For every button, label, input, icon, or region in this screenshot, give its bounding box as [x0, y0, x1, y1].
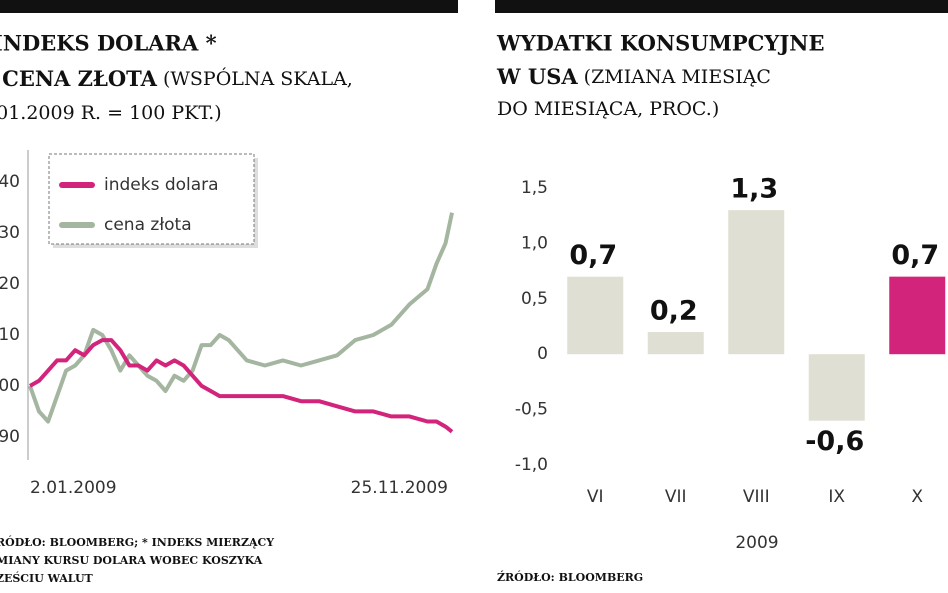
x-tick-label: 25.11.2009 [351, 478, 448, 498]
y-tick-label: 110 [0, 325, 20, 345]
x-tick-label: IX [828, 487, 845, 507]
note: ŹRÓDŁO: BLOOMBERG [497, 570, 643, 584]
y-tick-label: 140 [0, 172, 20, 192]
note: SZEŚCIU WALUT [0, 571, 94, 585]
value-label: 1,3 [730, 174, 778, 205]
y-tick-label: 90 [0, 427, 20, 447]
subtitle: 2.01.2009 R. = 100 PKT.) [0, 102, 222, 124]
title: WYDATKI KONSUMPCYJNE [496, 31, 824, 56]
header-bar [495, 0, 948, 13]
note: ŹRÓDŁO: BLOOMBERG; * INDEKS MIERZĄCY [0, 535, 274, 549]
bar [808, 354, 865, 421]
legend [48, 153, 255, 245]
legend-label: indeks dolara [104, 175, 219, 195]
title: I CENA ZŁOTA (WSPÓLNA SKALA, [0, 66, 353, 91]
legend-label: cena złota [104, 215, 192, 235]
series-line [29, 338, 454, 434]
title: I CENA ZŁOTA [0, 66, 158, 91]
x-tick-label: 2.01.2009 [30, 478, 117, 498]
x-tick-label: VII [665, 487, 687, 507]
y-tick-label: 0 [537, 344, 548, 364]
x-axis-label: 2009 [735, 533, 778, 553]
x-tick-label: VI [587, 487, 604, 507]
subtitle: DO MIESIĄCA, PROC.) [497, 98, 719, 120]
y-tick-label: 120 [0, 274, 20, 294]
y-tick-label: 1,0 [521, 233, 548, 253]
y-tick-label: 0,5 [521, 289, 548, 309]
subtitle: (ZMIANA MIESIĄC [584, 66, 771, 88]
title: W USA (ZMIANA MIESIĄC [496, 64, 771, 89]
bar [728, 210, 785, 355]
y-tick-label: 100 [0, 376, 20, 396]
y-tick-label: 130 [0, 223, 20, 243]
value-label: -0,6 [805, 426, 864, 457]
bar [889, 276, 946, 355]
x-tick-label: VIII [743, 487, 770, 507]
bar [567, 276, 624, 355]
subtitle: (WSPÓLNA SKALA, [163, 67, 353, 90]
x-tick-label: X [911, 487, 923, 507]
bar [647, 332, 704, 355]
value-label: 0,7 [891, 240, 939, 271]
y-tick-label: -1,0 [515, 455, 548, 475]
value-label: 0,2 [650, 296, 698, 327]
title: W USA [496, 64, 578, 89]
y-tick-label: 1,5 [521, 178, 548, 198]
header-bar [0, 0, 458, 13]
title: INDEKS DOLARA * [0, 31, 217, 56]
note: ZMIANY KURSU DOLARA WOBEC KOSZYKA [0, 554, 263, 567]
y-tick-label: -0,5 [515, 400, 548, 420]
value-label: 0,7 [569, 240, 617, 271]
